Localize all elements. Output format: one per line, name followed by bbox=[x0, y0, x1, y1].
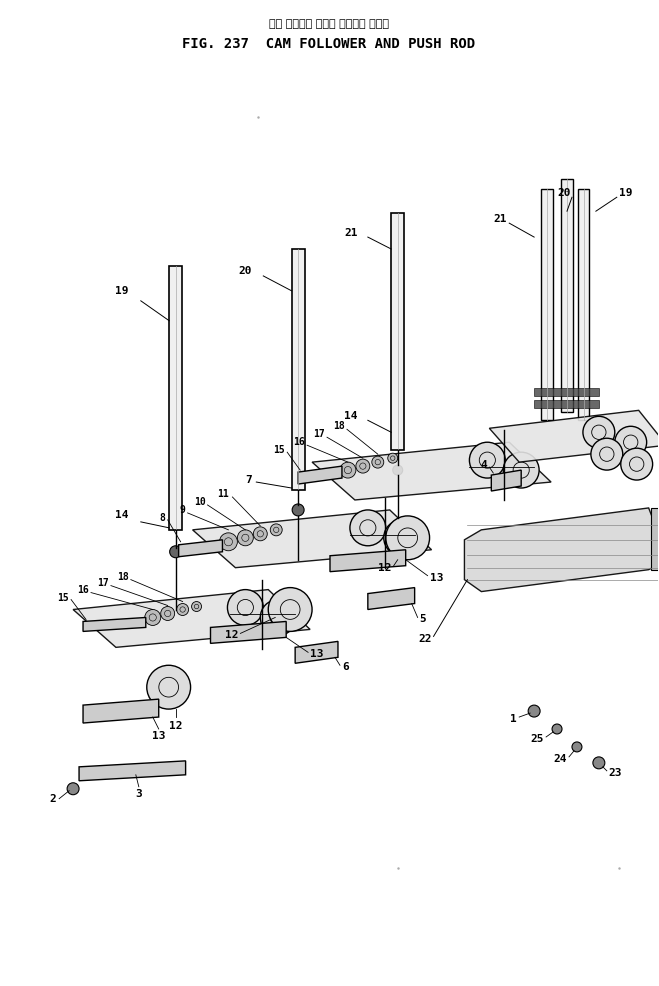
Circle shape bbox=[147, 666, 190, 709]
Circle shape bbox=[356, 459, 370, 473]
Text: 12: 12 bbox=[225, 630, 239, 640]
Circle shape bbox=[552, 724, 562, 734]
Text: 22: 22 bbox=[418, 634, 432, 645]
Text: 14: 14 bbox=[345, 411, 358, 421]
Polygon shape bbox=[534, 400, 599, 408]
Polygon shape bbox=[73, 590, 310, 648]
Text: 12: 12 bbox=[378, 563, 391, 573]
Polygon shape bbox=[541, 189, 553, 420]
Circle shape bbox=[469, 442, 505, 478]
Text: 13: 13 bbox=[430, 573, 443, 583]
Polygon shape bbox=[298, 466, 342, 484]
Text: 23: 23 bbox=[609, 768, 622, 778]
Circle shape bbox=[621, 449, 652, 480]
Text: 13: 13 bbox=[310, 650, 324, 660]
Polygon shape bbox=[490, 410, 659, 462]
Text: 7: 7 bbox=[246, 475, 252, 485]
Circle shape bbox=[169, 546, 182, 558]
Polygon shape bbox=[210, 621, 286, 643]
Text: 19: 19 bbox=[115, 286, 129, 296]
Polygon shape bbox=[83, 617, 146, 631]
Circle shape bbox=[372, 457, 384, 468]
Circle shape bbox=[393, 465, 403, 475]
Text: 4: 4 bbox=[480, 460, 488, 470]
Circle shape bbox=[161, 606, 175, 620]
Text: 21: 21 bbox=[345, 228, 358, 238]
Circle shape bbox=[503, 453, 539, 488]
Text: FIG. 237  CAM FOLLOWER AND PUSH ROD: FIG. 237 CAM FOLLOWER AND PUSH ROD bbox=[183, 36, 476, 51]
Circle shape bbox=[237, 529, 253, 546]
Circle shape bbox=[572, 741, 582, 752]
Text: 21: 21 bbox=[494, 214, 507, 224]
Polygon shape bbox=[561, 179, 573, 412]
Polygon shape bbox=[368, 588, 415, 609]
Circle shape bbox=[292, 504, 304, 516]
Text: 24: 24 bbox=[554, 754, 567, 764]
Polygon shape bbox=[79, 761, 186, 781]
Polygon shape bbox=[391, 213, 404, 451]
Circle shape bbox=[615, 426, 646, 458]
Circle shape bbox=[583, 416, 615, 449]
Circle shape bbox=[528, 705, 540, 717]
Text: 5: 5 bbox=[420, 614, 426, 624]
Circle shape bbox=[386, 516, 430, 560]
Polygon shape bbox=[465, 508, 659, 592]
Text: 15: 15 bbox=[57, 593, 69, 602]
Circle shape bbox=[340, 462, 356, 478]
Text: 16: 16 bbox=[77, 585, 89, 595]
Circle shape bbox=[192, 601, 202, 611]
Text: 20: 20 bbox=[239, 266, 252, 276]
Circle shape bbox=[268, 588, 312, 631]
Circle shape bbox=[384, 520, 420, 556]
Text: 9: 9 bbox=[180, 505, 186, 515]
Polygon shape bbox=[83, 699, 159, 723]
Text: 14: 14 bbox=[115, 510, 129, 520]
Polygon shape bbox=[534, 388, 599, 396]
Text: 8: 8 bbox=[160, 513, 165, 523]
Circle shape bbox=[270, 524, 282, 535]
Text: 15: 15 bbox=[273, 446, 285, 456]
Text: 19: 19 bbox=[619, 188, 632, 198]
Text: 12: 12 bbox=[169, 721, 183, 731]
Polygon shape bbox=[492, 470, 521, 491]
Polygon shape bbox=[292, 249, 304, 490]
Circle shape bbox=[177, 603, 188, 615]
Text: 18: 18 bbox=[117, 572, 129, 582]
Polygon shape bbox=[169, 266, 182, 529]
Text: 3: 3 bbox=[136, 789, 142, 799]
Text: 18: 18 bbox=[333, 421, 345, 431]
Polygon shape bbox=[312, 442, 551, 500]
Circle shape bbox=[593, 757, 605, 769]
Circle shape bbox=[219, 532, 237, 551]
Text: 2: 2 bbox=[49, 794, 56, 804]
Circle shape bbox=[591, 438, 623, 470]
Polygon shape bbox=[295, 641, 338, 664]
Text: 16: 16 bbox=[293, 437, 305, 448]
Circle shape bbox=[145, 609, 161, 625]
Polygon shape bbox=[650, 508, 659, 570]
Polygon shape bbox=[192, 510, 432, 568]
Circle shape bbox=[260, 599, 296, 635]
Text: 17: 17 bbox=[97, 578, 109, 588]
Text: カム フォロワ および プッシュ ロッド: カム フォロワ および プッシュ ロッド bbox=[269, 19, 389, 29]
Text: 10: 10 bbox=[194, 497, 206, 507]
Circle shape bbox=[387, 454, 398, 463]
Circle shape bbox=[227, 590, 264, 625]
Text: 20: 20 bbox=[558, 188, 571, 198]
Text: 6: 6 bbox=[342, 663, 349, 672]
Polygon shape bbox=[579, 189, 589, 420]
Circle shape bbox=[350, 510, 386, 546]
Text: 13: 13 bbox=[152, 731, 165, 741]
Text: 25: 25 bbox=[530, 734, 544, 744]
Polygon shape bbox=[179, 539, 223, 557]
Polygon shape bbox=[330, 550, 406, 572]
Text: 1: 1 bbox=[511, 714, 517, 724]
Text: 11: 11 bbox=[217, 489, 229, 499]
Circle shape bbox=[67, 783, 79, 795]
Circle shape bbox=[253, 527, 268, 540]
Text: 17: 17 bbox=[313, 429, 325, 439]
